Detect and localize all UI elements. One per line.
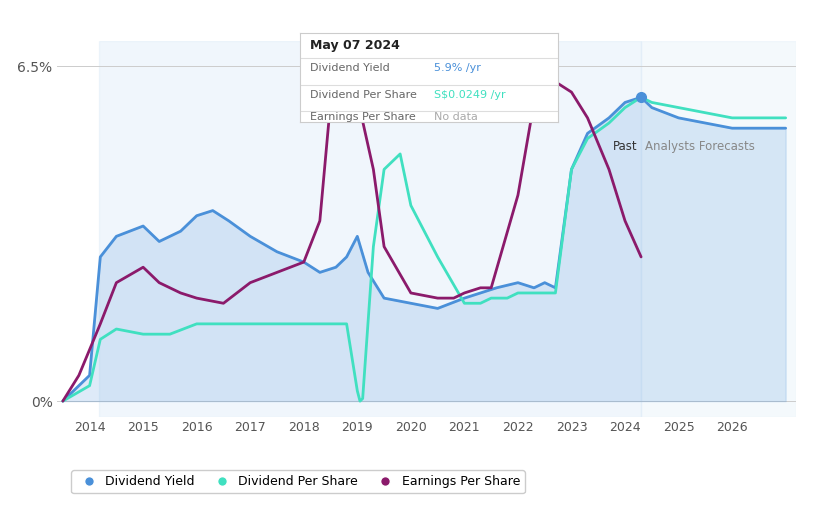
Bar bbox=[641, 41, 796, 417]
Text: May 07 2024: May 07 2024 bbox=[310, 39, 400, 52]
Text: S$0.0249 /yr: S$0.0249 /yr bbox=[434, 90, 506, 100]
Legend: Dividend Yield, Dividend Per Share, Earnings Per Share: Dividend Yield, Dividend Per Share, Earn… bbox=[71, 470, 525, 493]
Text: No data: No data bbox=[434, 112, 478, 122]
Text: Dividend Yield: Dividend Yield bbox=[310, 64, 390, 73]
Text: Dividend Per Share: Dividend Per Share bbox=[310, 90, 417, 100]
Text: Past: Past bbox=[612, 140, 637, 153]
Text: 5.9% /yr: 5.9% /yr bbox=[434, 64, 481, 73]
Text: Earnings Per Share: Earnings Per Share bbox=[310, 112, 415, 122]
Text: Analysts Forecasts: Analysts Forecasts bbox=[644, 140, 754, 153]
Bar bbox=[99, 41, 641, 417]
